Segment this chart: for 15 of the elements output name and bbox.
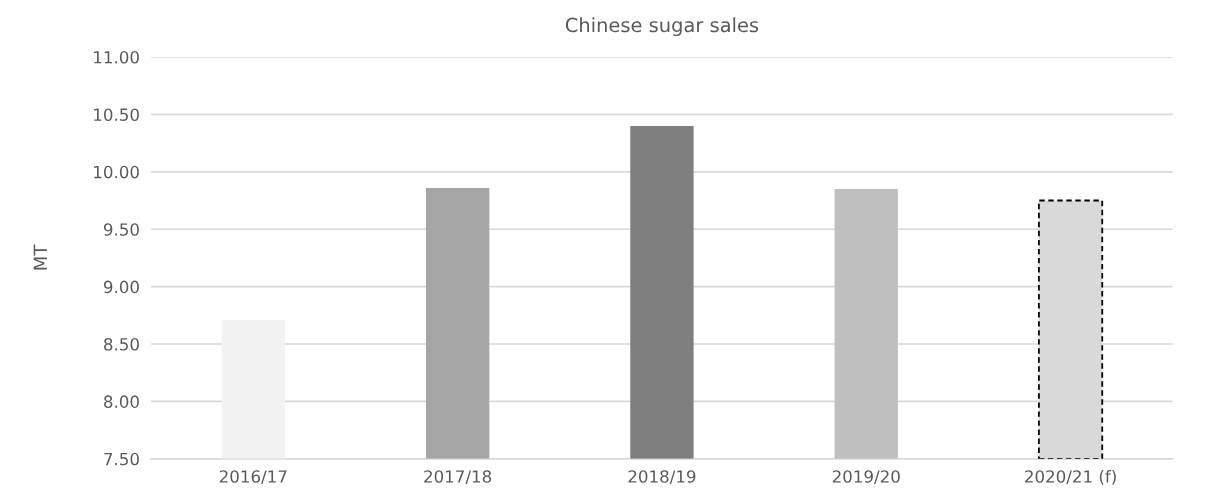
- y-tick-label: 8.00: [104, 395, 139, 408]
- y-tick-label: 9.00: [103, 280, 139, 294]
- y-tick-label: 10.00: [94, 165, 139, 179]
- x-tick-label: 2020/21 (f): [1025, 469, 1116, 485]
- y-tick-label: 11.00: [94, 51, 139, 64]
- x-tick-label: 2016/17: [219, 470, 287, 485]
- y-tick-label: 7.50: [104, 452, 139, 466]
- x-tick-label: 2018/19: [628, 470, 696, 485]
- x-tick-label: 2017/18: [424, 470, 492, 485]
- y-tick-label: 9.50: [103, 223, 139, 236]
- y-tick-label: 10.50: [94, 108, 139, 121]
- x-tick-label: 2019/20: [832, 470, 900, 485]
- chart-title: Chinese sugar sales: [565, 17, 759, 37]
- y-axis-title: MT: [33, 244, 47, 270]
- y-tick-label: 8.50: [104, 337, 139, 351]
